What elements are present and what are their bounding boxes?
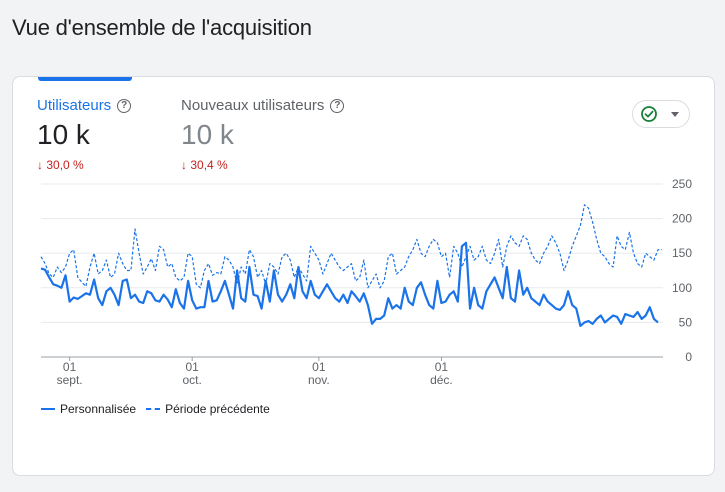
active-tab-indicator — [38, 77, 132, 81]
x-tick-label: 01 — [186, 360, 200, 374]
y-tick-label: 0 — [685, 350, 692, 364]
legend-item-periode-precedente[interactable]: Période précédente — [146, 402, 270, 416]
metric-label: Utilisateurs — [37, 97, 112, 114]
tab-utilisateurs[interactable]: Utilisateurs ? 10 k ↓ 30,0 % — [37, 97, 132, 172]
chart-legend: Personnalisée Période précédente — [41, 402, 280, 416]
check-circle-icon — [641, 106, 657, 122]
y-tick-label: 250 — [672, 177, 692, 191]
x-tick-label: 01 — [435, 360, 449, 374]
y-tick-label: 150 — [672, 246, 692, 260]
legend-item-personnalisee[interactable]: Personnalisée — [41, 402, 136, 416]
x-tick-label: sept. — [57, 373, 83, 387]
y-tick-label: 100 — [672, 281, 692, 295]
metric-change: ↓ 30,0 % — [37, 158, 84, 172]
series-line-personnalisee[interactable] — [40, 241, 659, 327]
legend-solid-line-icon — [41, 408, 55, 410]
acquisition-card: Utilisateurs ? 10 k ↓ 30,0 % Nouveaux ut… — [12, 76, 715, 476]
metric-value: 10 k — [37, 119, 90, 150]
y-tick-label: 50 — [679, 315, 693, 329]
help-icon[interactable]: ? — [117, 98, 132, 113]
arrow-down-icon: ↓ — [181, 158, 187, 172]
tab-nouveaux-utilisateurs[interactable]: Nouveaux utilisateurs ? 10 k ↓ 30,4 % — [181, 97, 345, 172]
x-tick-label: oct. — [183, 373, 202, 387]
page-title: Vue d'ensemble de l'acquisition — [12, 15, 312, 40]
x-tick-label: 01 — [312, 360, 326, 374]
x-tick-label: 01 — [63, 360, 77, 374]
arrow-down-icon: ↓ — [37, 158, 43, 172]
metric-label: Nouveaux utilisateurs — [181, 97, 325, 114]
metric-value: 10 k — [181, 119, 234, 150]
caret-down-icon — [671, 112, 679, 117]
series-line-periode-precedente[interactable] — [40, 204, 663, 289]
help-icon[interactable]: ? — [330, 98, 345, 113]
compare-dropdown-button[interactable] — [632, 100, 690, 128]
x-tick-label: déc. — [430, 373, 453, 387]
metric-change: ↓ 30,4 % — [181, 158, 228, 172]
y-tick-label: 200 — [672, 212, 692, 226]
x-tick-label: nov. — [308, 373, 330, 387]
legend-dashed-line-icon — [146, 408, 161, 410]
